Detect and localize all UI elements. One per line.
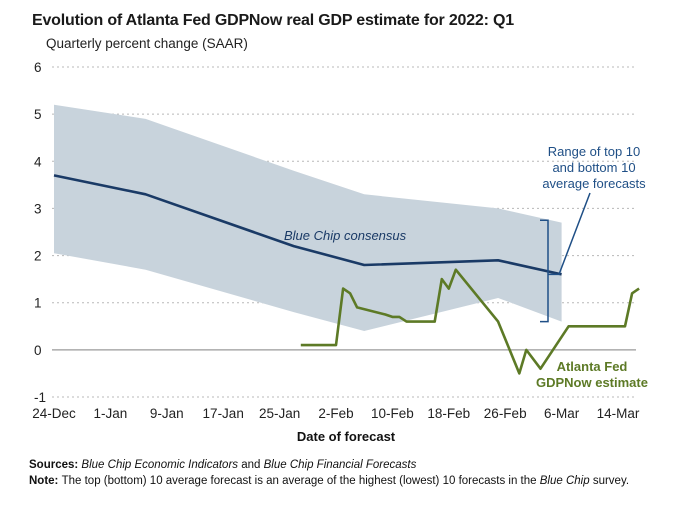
x-axis-label: Date of forecast	[297, 429, 396, 444]
x-tick-label: 18-Feb	[427, 406, 470, 421]
y-tick-label: 4	[34, 154, 42, 169]
range-bracket	[540, 219, 549, 323]
gdpnow-label: GDPNow estimate	[536, 375, 648, 390]
x-tick-label: 24-Dec	[32, 406, 76, 421]
sources-prefix: Sources:	[29, 459, 82, 471]
y-tick-label: 1	[34, 296, 42, 311]
range-band	[54, 104, 562, 331]
y-tick-label: 2	[34, 249, 42, 264]
x-tick-label: 10-Feb	[371, 406, 414, 421]
x-tick-label: 25-Jan	[259, 406, 300, 421]
sources-title2: Blue Chip Financial Forecasts	[263, 459, 417, 471]
y-tick-label: 3	[34, 201, 42, 216]
y-tick-label: -1	[34, 390, 46, 405]
note-text: The top (bottom) 10 average forecast is …	[61, 475, 540, 487]
range-label: Range of top 10	[548, 144, 641, 159]
range-label: and bottom 10	[552, 160, 635, 175]
gdpnow-estimate-line	[300, 268, 640, 375]
sources-footnote: Sources: Blue Chip Economic Indicators a…	[29, 459, 416, 471]
y-tick-label: 5	[34, 107, 42, 122]
chart-subtitle: Quarterly percent change (SAAR)	[46, 36, 248, 51]
chart-title: Evolution of Atlanta Fed GDPNow real GDP…	[32, 12, 514, 29]
x-tick-label: 14-Mar	[597, 406, 640, 421]
note-prefix: Note:	[29, 475, 62, 487]
note-end: survey.	[589, 475, 630, 487]
x-tick-label: 17-Jan	[203, 406, 244, 421]
bluechip-consensus-line	[53, 174, 562, 276]
range-label: average forecasts	[542, 176, 646, 191]
sources-and: and	[238, 459, 264, 471]
gdpnow-label: Atlanta Fed	[557, 359, 628, 374]
x-tick-label: 9-Jan	[150, 406, 184, 421]
note-footnote: Note: The top (bottom) 10 average foreca…	[29, 475, 629, 487]
range-leader-line	[548, 192, 591, 276]
note-italic: Blue Chip	[539, 475, 590, 487]
y-tick-label: 0	[34, 343, 42, 358]
sources-title1: Blue Chip Economic Indicators	[81, 459, 239, 471]
x-tick-label: 6-Mar	[544, 406, 580, 421]
x-tick-label: 26-Feb	[484, 406, 527, 421]
x-tick-label: 2-Feb	[318, 406, 353, 421]
bluechip-label: Blue Chip consensus	[284, 228, 407, 243]
y-tick-label: 6	[34, 60, 42, 75]
x-tick-label: 1-Jan	[94, 406, 128, 421]
